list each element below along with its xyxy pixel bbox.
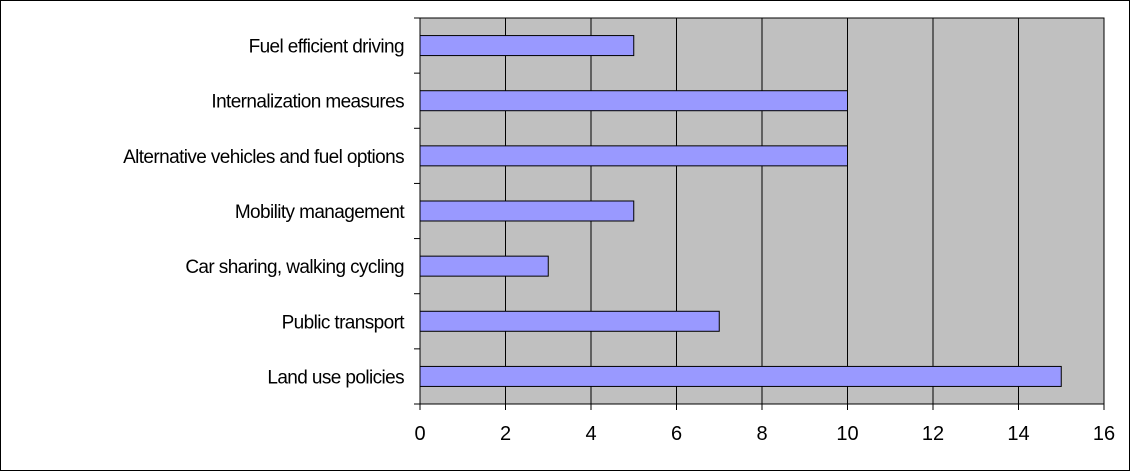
x-tick-label: 8 bbox=[756, 423, 767, 445]
x-tick-label: 0 bbox=[414, 423, 425, 445]
x-tick-labels: 0 2 4 6 8 10 12 14 16 bbox=[414, 423, 1115, 445]
x-tick-label: 14 bbox=[1007, 423, 1029, 445]
category-labels: Fuel efficient driving Internalization me… bbox=[123, 37, 406, 389]
category-label: Internalization measures bbox=[211, 92, 404, 113]
category-label: Land use policies bbox=[267, 367, 404, 388]
bar bbox=[419, 145, 848, 167]
bar bbox=[419, 90, 848, 112]
bar bbox=[419, 310, 720, 332]
category-label: Mobility management bbox=[235, 202, 406, 223]
bars-group bbox=[419, 35, 1062, 387]
bar bbox=[419, 200, 635, 222]
bar bbox=[419, 365, 1062, 387]
bar bbox=[419, 35, 635, 57]
x-tick-label: 10 bbox=[836, 423, 858, 445]
x-tick-label: 2 bbox=[500, 423, 511, 445]
x-tick-label: 12 bbox=[922, 423, 944, 445]
bar bbox=[419, 255, 549, 277]
category-label: Alternative vehicles and fuel options bbox=[123, 147, 404, 168]
category-label: Car sharing, walking cycling bbox=[185, 257, 404, 278]
x-tick-label: 16 bbox=[1093, 423, 1115, 445]
category-label: Fuel efficient driving bbox=[249, 37, 404, 58]
x-tick-label: 6 bbox=[671, 423, 682, 445]
axes-group bbox=[414, 17, 1105, 410]
category-label: Public transport bbox=[282, 312, 406, 333]
x-tick-label: 4 bbox=[585, 423, 596, 445]
